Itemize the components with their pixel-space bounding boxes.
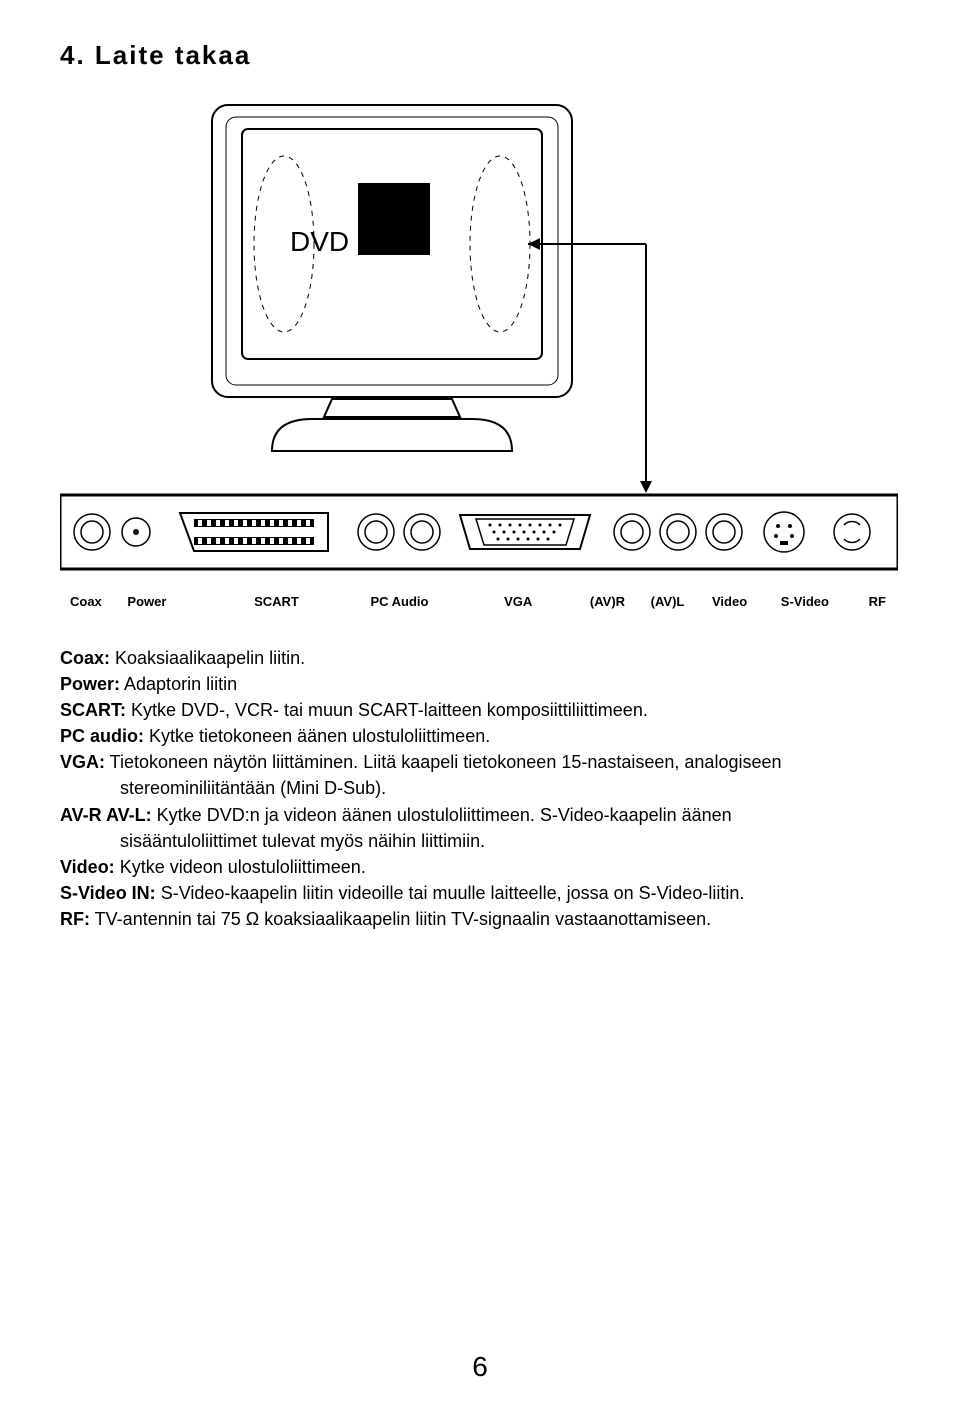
desc-term: Video: <box>60 857 115 877</box>
section-heading: 4. Laite takaa <box>60 40 900 71</box>
desc-term: RF: <box>60 909 90 929</box>
page-number: 6 <box>0 1351 960 1383</box>
desc-line: Video: Kytke videon ulostuloliittimeen. <box>60 854 900 880</box>
desc-line-indent: stereominiliitäntään (Mini D-Sub). <box>60 775 900 801</box>
desc-term: AV-R AV-L: <box>60 805 152 825</box>
desc-term: Coax: <box>60 648 110 668</box>
port-label-avr: (AV)R <box>590 594 625 609</box>
desc-text: Koaksiaalikaapelin liitin. <box>110 648 305 668</box>
desc-line: VGA: Tietokoneen näytön liittäminen. Lii… <box>60 749 900 775</box>
desc-text: Kytke videon ulostuloliittimeen. <box>115 857 366 877</box>
desc-term: S-Video IN: <box>60 883 156 903</box>
desc-line: AV-R AV-L: Kytke DVD:n ja videon äänen u… <box>60 802 900 828</box>
dvd-label: DVD <box>290 226 349 257</box>
desc-text: Kytke DVD-, VCR- tai muun SCART-laitteen… <box>126 700 648 720</box>
desc-line: Coax: Koaksiaalikaapelin liitin. <box>60 645 900 671</box>
desc-line: RF: TV-antennin tai 75 Ω koaksiaalikaape… <box>60 906 900 932</box>
desc-line: SCART: Kytke DVD-, VCR- tai muun SCART-l… <box>60 697 900 723</box>
diagram-svg: DVD <box>60 99 898 579</box>
desc-text: Kytke DVD:n ja videon äänen ulostuloliit… <box>152 805 732 825</box>
desc-text: Kytke tietokoneen äänen ulostuloliittime… <box>144 726 490 746</box>
desc-term: PC audio: <box>60 726 144 746</box>
desc-text: Liitä kaapeli tietokoneen 15-nastaiseen,… <box>363 752 781 772</box>
port-label-rf: RF <box>869 594 886 609</box>
port-label-vga: VGA <box>504 594 532 609</box>
desc-text: stereominiliitäntään (Mini D-Sub). <box>120 778 386 798</box>
port-label-svideo: S-Video <box>781 594 829 609</box>
desc-text: Adaptorin liitin <box>120 674 237 694</box>
desc-text: TV-antennin tai 75 Ω koaksiaalikaapelin … <box>90 909 711 929</box>
port-label-pcaudio: PC Audio <box>370 594 428 609</box>
port-label-power: Power <box>127 594 166 609</box>
desc-text: S-Video-kaapelin liitin videoille tai mu… <box>156 883 745 903</box>
rear-view-diagram: DVD <box>60 99 900 609</box>
desc-text: Tietokoneen näytön liittäminen. <box>105 752 358 772</box>
port-labels-row: Coax Power SCART PC Audio VGA (AV)R (AV)… <box>60 584 900 609</box>
port-label-video: Video <box>712 594 747 609</box>
desc-term: Power: <box>60 674 120 694</box>
port-label-avl: (AV)L <box>651 594 685 609</box>
desc-line: S-Video IN: S-Video-kaapelin liitin vide… <box>60 880 900 906</box>
desc-line: PC audio: Kytke tietokoneen äänen ulostu… <box>60 723 900 749</box>
desc-term: SCART: <box>60 700 126 720</box>
desc-line-indent: sisääntuloliittimet tulevat myös näihin … <box>60 828 900 854</box>
desc-term: VGA: <box>60 752 105 772</box>
desc-text: sisääntuloliittimet tulevat myös näihin … <box>120 831 485 851</box>
port-label-scart: SCART <box>254 594 299 609</box>
description-block: Coax: Koaksiaalikaapelin liitin. Power: … <box>60 645 900 932</box>
desc-line: Power: Adaptorin liitin <box>60 671 900 697</box>
port-label-coax: Coax <box>70 594 102 609</box>
